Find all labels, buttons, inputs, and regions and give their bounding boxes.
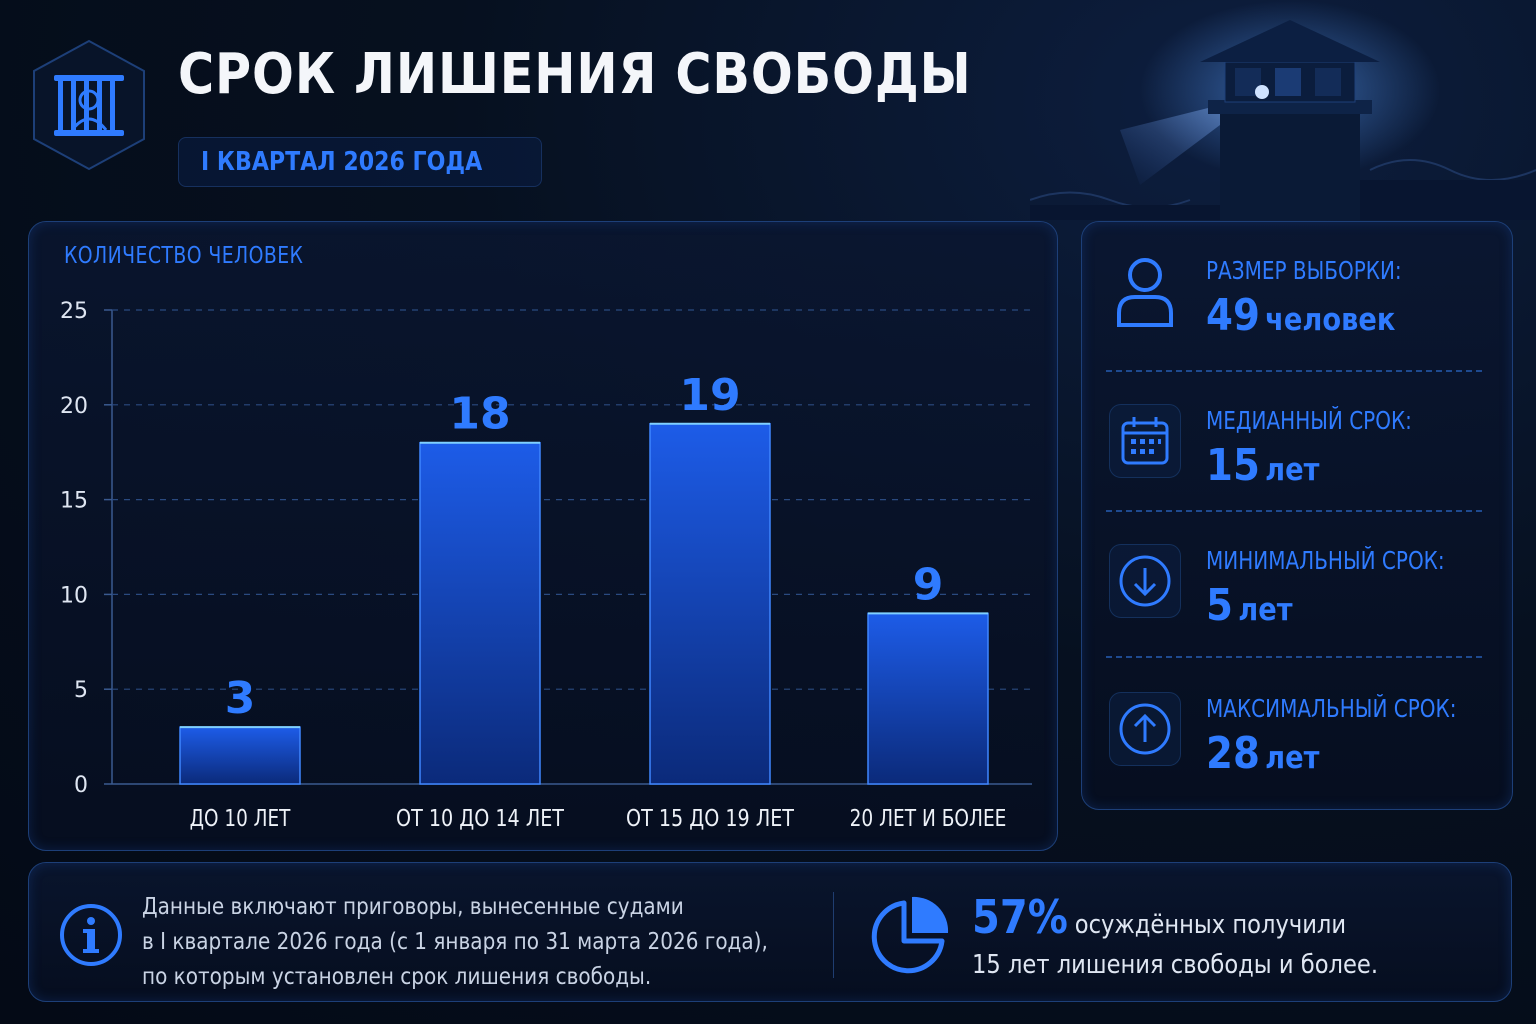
y-tick-label: 10 [60,583,88,608]
bar [419,441,541,785]
bar [649,423,771,785]
stat-value: 49 человек [1206,290,1396,341]
highlight-line: 57% осуждённых получили [972,890,1346,944]
arrow-down-icon [1109,544,1181,618]
stat-label: РАЗМЕР ВЫБОРКИ: [1206,256,1402,285]
y-tick-label: 20 [60,394,88,419]
stat-maximum: МАКСИМАЛЬНЫЙ СРОК: 28 лет [1105,692,1495,802]
stat-label: МЕДИАННЫЙ СРОК: [1206,406,1412,435]
note-line: Данные включают приговоры, вынесенные су… [142,894,684,920]
arrow-up-icon [1109,692,1181,766]
stat-label: МИНИМАЛЬНЫЙ СРОК: [1206,546,1445,575]
stat-minimum: МИНИМАЛЬНЫЙ СРОК: 5 лет [1105,544,1495,654]
data-label: 19 [679,370,740,421]
info-icon [60,904,122,966]
stat-value: 5 лет [1206,580,1293,631]
pie-chart-icon [871,896,949,974]
y-tick-label: 25 [60,299,88,324]
data-label: 9 [913,559,944,610]
highlight-percent: 57% [972,890,1068,944]
note-line: в I квартале 2026 года (с 1 января по 31… [142,929,768,955]
y-tick-label: 0 [74,773,88,798]
stat-label: МАКСИМАЛЬНЫЙ СРОК: [1206,694,1457,723]
note-text: Данные включают приговоры, вынесенные су… [142,890,768,995]
calendar-icon [1109,404,1181,478]
stat-value: 28 лет [1206,728,1320,779]
divider [1106,510,1482,512]
period-badge: I КВАРТАЛ 2026 ГОДА [178,137,542,187]
x-tick-label: ДО 10 ЛЕТ [190,806,292,832]
prison-bars-logo-icon [33,39,145,171]
stat-sample-size: РАЗМЕР ВЫБОРКИ: 49 человек [1105,254,1495,364]
data-label: 3 [225,673,256,724]
vertical-divider [833,892,834,978]
x-tick-label: ОТ 15 ДО 19 ЛЕТ [626,806,795,832]
bar [179,726,301,785]
divider [1106,656,1482,658]
y-tick-label: 15 [60,489,88,514]
y-tick-label: 5 [74,678,88,703]
divider [1106,370,1482,372]
period-label: I КВАРТАЛ 2026 ГОДА [201,147,483,177]
x-tick-label: ОТ 10 ДО 14 ЛЕТ [396,806,565,832]
note-line: по которым установлен срок лишения свобо… [142,964,652,990]
note-panel [28,862,1512,1002]
highlight-text-2: 15 лет лишения свободы и более. [972,950,1379,980]
bar [867,612,989,785]
data-label: 18 [449,389,510,440]
page-title: СРОК ЛИШЕНИЯ СВОБОДЫ [178,42,972,107]
bar-chart: 0 5 10 15 20 25 3 ДО 10 ЛЕТ 18 ОТ 10 ДО 14 ЛЕТ 19 О… [60,299,1032,832]
highlight-text: осуждённых получили [1074,910,1347,940]
stat-median: МЕДИАННЫЙ СРОК: 15 лет [1105,404,1495,514]
x-tick-label: 20 ЛЕТ И БОЛЕЕ [850,806,1007,832]
watchtower-illustration-icon [1030,0,1536,220]
person-icon [1109,254,1181,328]
y-axis-title: КОЛИЧЕСТВО ЧЕЛОВЕК [64,243,304,269]
stat-value: 15 лет [1206,440,1320,491]
